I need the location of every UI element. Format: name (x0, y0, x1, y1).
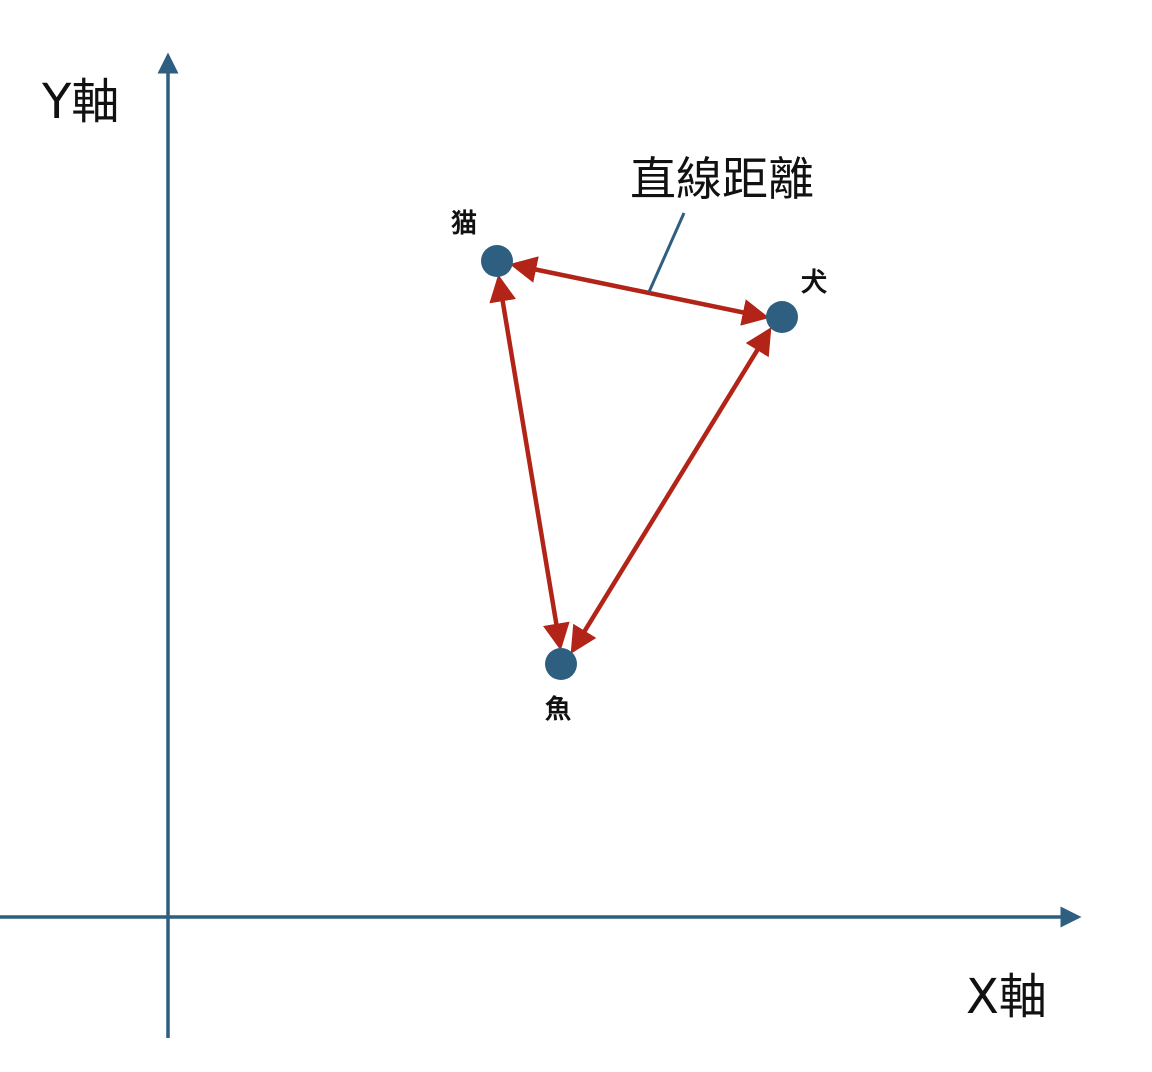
node-cat-label: 猫 (451, 209, 477, 239)
node-dog (766, 301, 798, 333)
x-axis-label: X軸 (966, 969, 1047, 1025)
distance-arrow-cat-dog (509, 256, 770, 326)
callout-label: 直線距離 (630, 152, 814, 206)
distance-arrow-dog-fish (570, 327, 772, 654)
node-fish-label: 魚 (545, 694, 571, 725)
node-dog-label: 犬 (801, 268, 828, 298)
node-cat (481, 245, 513, 277)
node-fish (545, 648, 577, 680)
y-axis-label: Y軸 (41, 74, 119, 130)
distance-arrow-cat-fish (489, 274, 570, 651)
callout-leader-line (647, 212, 686, 293)
